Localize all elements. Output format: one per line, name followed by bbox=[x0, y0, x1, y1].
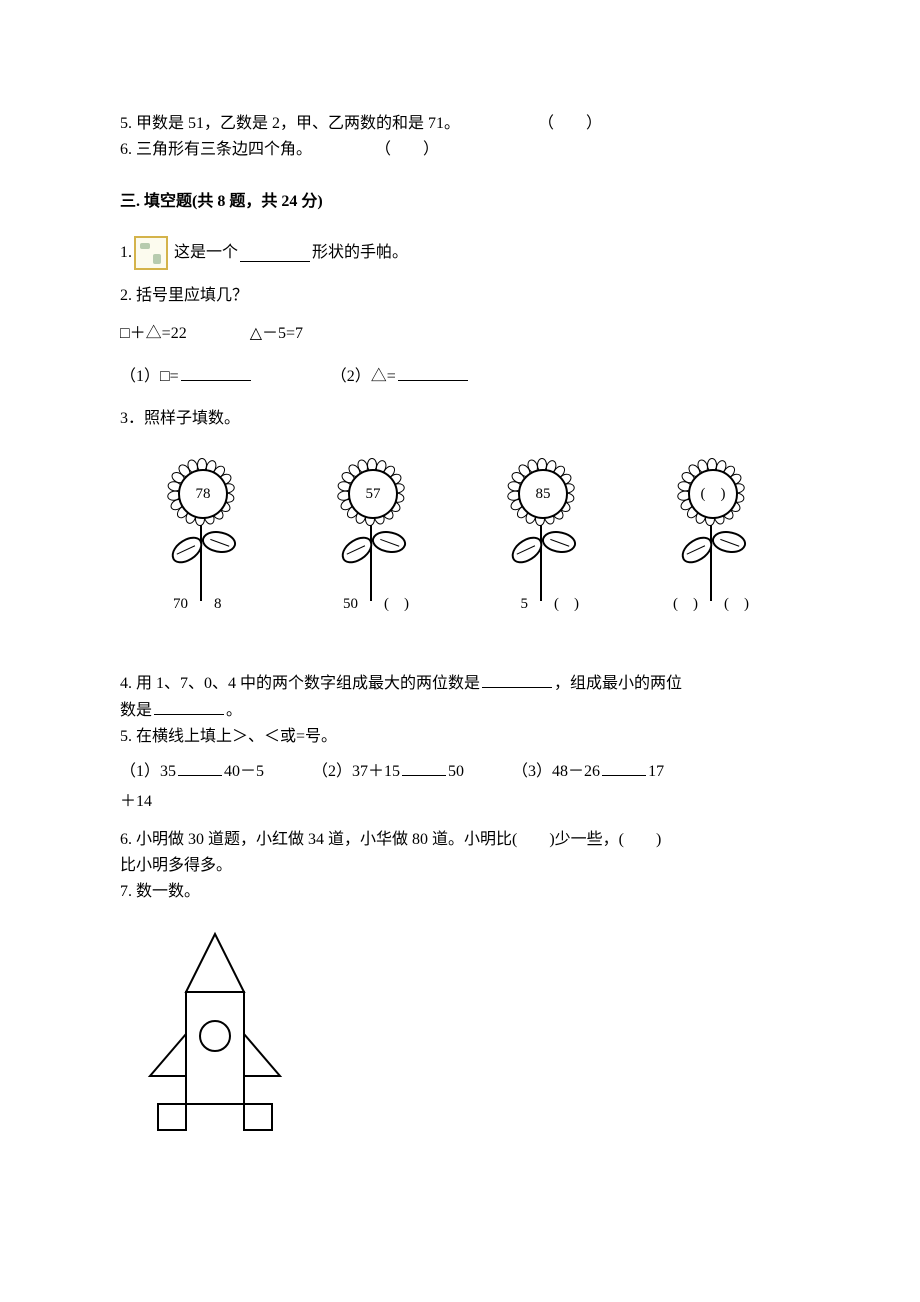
q2-a2-label: （2）△= bbox=[331, 368, 396, 385]
q5-title: 5. 在横线上填上＞、＜或=号。 bbox=[120, 725, 800, 749]
sunflower-3-left-label: 5 bbox=[498, 593, 528, 616]
handkerchief-icon bbox=[134, 236, 168, 270]
q4-l2a: 数是 bbox=[120, 702, 152, 719]
q5-row: （1）35 40－5 （2）37＋15 50 （3）48－26 17 bbox=[120, 759, 800, 784]
q2-a1-blank bbox=[181, 364, 251, 381]
q5-2a: （2）37＋15 bbox=[312, 763, 400, 780]
q6-line2: 比小明多得多。 bbox=[120, 854, 800, 878]
q4-l1a: 4. 用 1、7、0、4 中的两个数字组成最大的两位数是 bbox=[120, 675, 480, 692]
q2-a2-blank bbox=[398, 364, 468, 381]
q5-2b: 50 bbox=[448, 763, 464, 780]
q1-mid: 这是一个 bbox=[174, 241, 238, 265]
q5-1b: 40－5 bbox=[224, 763, 264, 780]
judge-item-6-text: 6. 三角形有三条边四个角。 bbox=[120, 141, 312, 158]
q4-blank1 bbox=[482, 671, 552, 688]
section-3-title: 三. 填空题(共 8 题，共 24 分) bbox=[120, 190, 800, 214]
q2-equations: □＋△=22 △－5=7 bbox=[120, 322, 800, 346]
judge-item-6: 6. 三角形有三条边四个角。 （ ） bbox=[120, 138, 800, 162]
sunflower-3-center: 85 bbox=[518, 469, 568, 519]
q1-blank bbox=[240, 245, 310, 262]
q5-1a: （1）35 bbox=[120, 763, 176, 780]
q5-3a: （3）48－26 bbox=[512, 763, 600, 780]
judge-item-5-paren: （ ） bbox=[538, 112, 602, 136]
sunflower-1-right-label: 8 bbox=[214, 593, 264, 616]
sunflower-1-left-label: 70 bbox=[158, 593, 188, 616]
q5-3b: 17 bbox=[648, 763, 664, 780]
q5-blank3 bbox=[602, 759, 646, 776]
q4-line2: 数是 。 bbox=[120, 698, 800, 723]
q7-rocket bbox=[130, 926, 800, 1144]
q6-line1: 6. 小明做 30 道题，小红做 34 道，小华做 80 道。小明比( )少一些… bbox=[120, 828, 800, 852]
sunflower-3: 85 5 ( ) bbox=[470, 461, 610, 631]
q2-a1-label: （1）□= bbox=[120, 368, 179, 385]
sunflower-4: ( ) ( ) ( ) bbox=[640, 461, 780, 631]
q2-eq2: △－5=7 bbox=[250, 325, 303, 342]
q4-blank2 bbox=[154, 698, 224, 715]
q2-title: 2. 括号里应填几？ bbox=[120, 284, 800, 308]
sunflower-2: 57 50 ( ) bbox=[300, 461, 440, 631]
q5-blank2 bbox=[402, 759, 446, 776]
q5-line2: ＋14 bbox=[120, 790, 800, 814]
q2-eq1: □＋△=22 bbox=[120, 325, 187, 342]
q1-suffix: 形状的手帕。 bbox=[312, 241, 408, 265]
sunflower-1-center: 78 bbox=[178, 469, 228, 519]
sunflower-1: 78 70 8 bbox=[130, 461, 270, 631]
judge-item-6-paren: （ ） bbox=[375, 138, 439, 162]
q4-line1: 4. 用 1、7、0、4 中的两个数字组成最大的两位数是 ，组成最小的两位 bbox=[120, 671, 800, 696]
q2: 2. 括号里应填几？ □＋△=22 △－5=7 （1）□= （2）△= bbox=[120, 284, 800, 389]
worksheet-page: 5. 甲数是 51，乙数是 2，甲、乙两数的和是 71。 （ ） 6. 三角形有… bbox=[0, 0, 920, 1302]
sunflower-2-right-label: ( ) bbox=[384, 593, 434, 616]
q1-prefix: 1. bbox=[120, 241, 132, 265]
rocket-icon bbox=[130, 926, 300, 1136]
q7-title: 7. 数一数。 bbox=[120, 880, 800, 904]
q2-answers: （1）□= （2）△= bbox=[120, 364, 800, 389]
judge-item-5-text: 5. 甲数是 51，乙数是 2，甲、乙两数的和是 71。 bbox=[120, 115, 460, 132]
q4-l1b: ，组成最小的两位 bbox=[554, 675, 682, 692]
q1: 1. 这是一个 形状的手帕。 bbox=[120, 236, 800, 270]
sunflower-4-right-label: ( ) bbox=[724, 593, 774, 616]
sunflower-2-center: 57 bbox=[348, 469, 398, 519]
sunflower-4-center: ( ) bbox=[688, 469, 738, 519]
judge-item-5: 5. 甲数是 51，乙数是 2，甲、乙两数的和是 71。 （ ） bbox=[120, 112, 800, 136]
sunflower-3-right-label: ( ) bbox=[554, 593, 604, 616]
q5-blank1 bbox=[178, 759, 222, 776]
q3-title: 3．照样子填数。 bbox=[120, 407, 800, 431]
sunflower-4-left-label: ( ) bbox=[668, 593, 698, 616]
q3-sunflowers: 78 70 8 57 50 ( ) 85 5 ( ) ( ) ( ) ( ) bbox=[130, 461, 800, 631]
sunflower-2-left-label: 50 bbox=[328, 593, 358, 616]
q4-l2b: 。 bbox=[226, 702, 242, 719]
